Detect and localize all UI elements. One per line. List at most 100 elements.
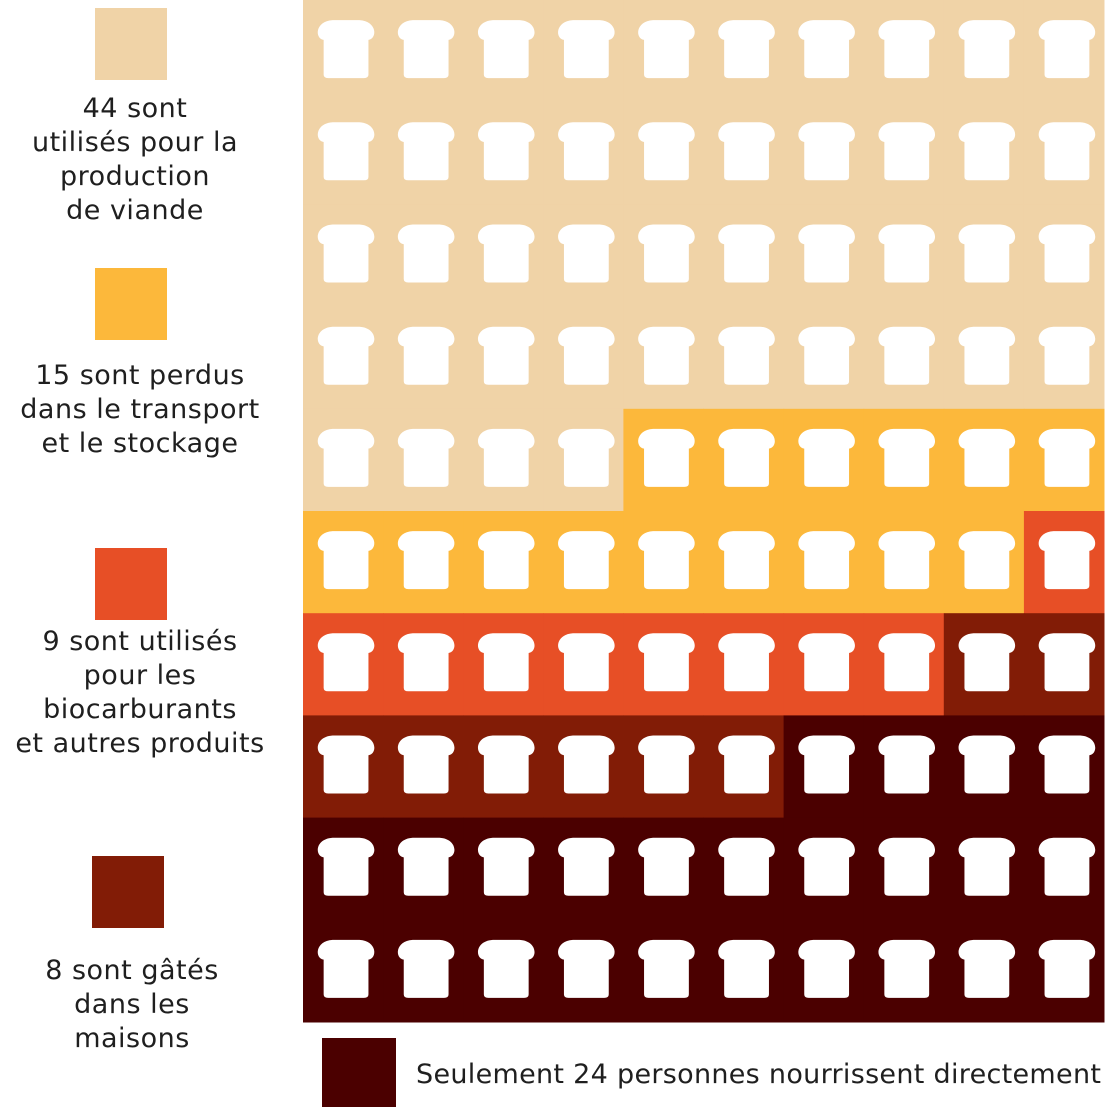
bread-slice-icon <box>397 633 455 692</box>
bread-slice-icon <box>878 837 936 896</box>
bread-slice-icon <box>638 428 695 487</box>
legend-swatch-direct <box>322 1038 396 1107</box>
bread-slice-icon <box>397 837 455 896</box>
legend-swatch-biofuel <box>95 548 167 620</box>
bread-slice-icon <box>718 122 775 181</box>
bread-slice-icon <box>558 224 615 283</box>
legend-label-biofuel: 9 sont utilisés pour les biocarburants e… <box>15 626 265 759</box>
bread-slice-icon <box>958 20 1016 79</box>
bread-slice-icon <box>958 735 1016 794</box>
bread-slice-icon <box>958 633 1016 692</box>
bread-slice-icon <box>1038 837 1096 896</box>
bread-slice-icon <box>958 837 1016 896</box>
bread-slice-icon <box>958 224 1016 283</box>
bread-slice-icon <box>718 735 775 794</box>
legend-swatch-transport <box>95 268 167 340</box>
bread-slice-icon <box>798 20 855 79</box>
bread-slice-icon <box>798 939 855 998</box>
bread-slice-icon <box>1038 531 1096 590</box>
bread-slice-icon <box>477 428 535 487</box>
bread-slice-icon <box>397 939 455 998</box>
bread-slice-icon <box>558 428 615 487</box>
legend-label-meat: 44 sont utilisés pour la production de v… <box>31 93 239 226</box>
bread-slice-icon <box>477 20 535 79</box>
bread-slice-icon <box>798 633 855 692</box>
bread-slice-icon <box>718 939 775 998</box>
bread-slice-icon <box>397 735 455 794</box>
bread-slice-icon <box>878 326 936 385</box>
bread-slice-icon <box>638 939 695 998</box>
bread-slice-icon <box>958 939 1016 998</box>
bread-slice-icon <box>317 837 375 896</box>
bread-slice-icon <box>558 326 615 385</box>
bread-slice-icon <box>638 837 695 896</box>
legend-label-households: 8 sont gâtés dans les maisons <box>45 955 219 1054</box>
bread-slice-icon <box>317 428 375 487</box>
bread-slice-icon <box>878 633 936 692</box>
bread-slice-icon <box>477 122 535 181</box>
bread-slice-icon <box>477 633 535 692</box>
bread-slice-icon <box>638 326 695 385</box>
bread-slice-icon <box>958 122 1016 181</box>
bread-slice-icon <box>798 531 855 590</box>
bread-slice-icon <box>798 735 855 794</box>
bread-slice-icon <box>397 122 455 181</box>
bread-slice-icon <box>1038 326 1096 385</box>
legend-label-direct: Seulement 24 personnes nourrissent direc… <box>416 1059 1102 1090</box>
bread-slice-icon <box>798 122 855 181</box>
bread-slice-icon <box>317 326 375 385</box>
bread-slice-icon <box>317 531 375 590</box>
bread-slice-icon <box>397 531 455 590</box>
bread-slice-icon <box>558 939 615 998</box>
bread-slice-icon <box>718 20 775 79</box>
waffle-chart <box>303 0 1105 1023</box>
bread-slice-icon <box>718 326 775 385</box>
bread-slice-icon <box>638 633 695 692</box>
bread-slice-icon <box>718 531 775 590</box>
bread-slice-icon <box>718 837 775 896</box>
bread-slice-icon <box>798 224 855 283</box>
bread-slice-icon <box>798 428 855 487</box>
bread-slice-icon <box>558 20 615 79</box>
bread-slice-icon <box>878 20 936 79</box>
bread-slice-icon <box>718 633 775 692</box>
bread-slice-icon <box>638 224 695 283</box>
bread-slice-icon <box>477 837 535 896</box>
bread-slice-icon <box>1038 122 1096 181</box>
legend-swatch-meat <box>95 8 167 80</box>
bread-slice-icon <box>317 939 375 998</box>
bread-slice-icon <box>397 428 455 487</box>
bread-slice-icon <box>798 326 855 385</box>
bread-slice-icon <box>878 939 936 998</box>
bread-slice-icon <box>558 122 615 181</box>
bread-slice-icon <box>1038 735 1096 794</box>
bread-slice-icon <box>878 428 936 487</box>
bread-slice-icon <box>317 122 375 181</box>
bread-slice-icon <box>558 633 615 692</box>
bread-slice-icon <box>317 735 375 794</box>
bread-slice-icon <box>1038 20 1096 79</box>
bread-slice-icon <box>558 837 615 896</box>
legend-swatch-households <box>92 856 164 928</box>
bread-slice-icon <box>1038 939 1096 998</box>
bread-slice-icon <box>958 428 1016 487</box>
bread-slice-icon <box>878 735 936 794</box>
bread-slice-icon <box>878 122 936 181</box>
legend-label-transport: 15 sont perdus dans le transport et le s… <box>20 360 260 459</box>
bread-slice-icon <box>718 224 775 283</box>
bread-slice-icon <box>638 531 695 590</box>
bread-slice-icon <box>397 20 455 79</box>
bread-slice-icon <box>958 326 1016 385</box>
bread-slice-icon <box>477 224 535 283</box>
bread-slice-icon <box>878 224 936 283</box>
bread-slice-icon <box>317 224 375 283</box>
bread-slice-icon <box>317 633 375 692</box>
bread-slice-icon <box>638 20 695 79</box>
bread-slice-icon <box>397 326 455 385</box>
bread-slice-icon <box>1038 224 1096 283</box>
bread-slice-icon <box>558 735 615 794</box>
bread-slice-icon <box>477 939 535 998</box>
bread-slice-icon <box>317 20 375 79</box>
bread-slice-icon <box>878 531 936 590</box>
bread-slice-icon <box>397 224 455 283</box>
